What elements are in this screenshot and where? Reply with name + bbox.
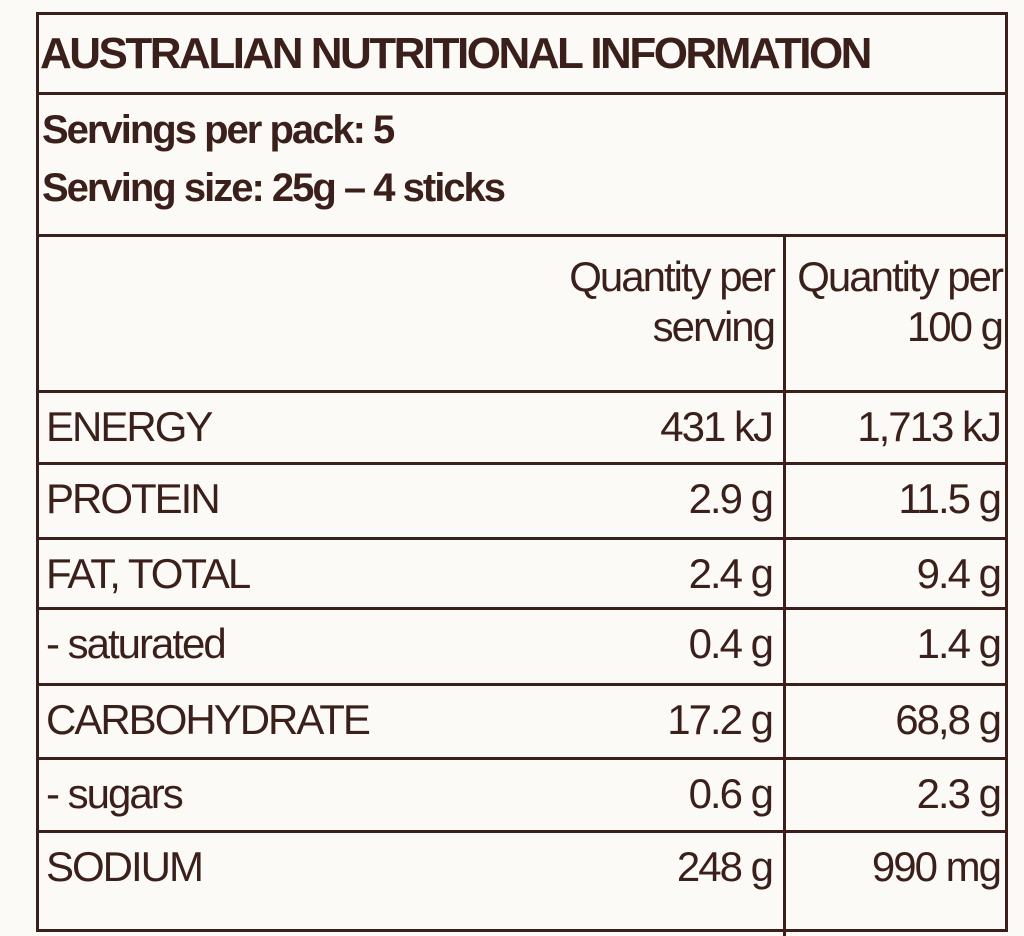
per-100g-value: 1,713 kJ (857, 403, 1002, 450)
column-header: Quantity per serving (569, 253, 776, 351)
per-serving-value: 0.6 g (688, 770, 774, 817)
per-100g-value: 1.4 g (916, 620, 1002, 667)
nutrient-name: ENERGY (46, 403, 213, 450)
title-divider (36, 92, 1008, 238)
title: AUSTRALIAN NUTRITIONAL INFORMATION (40, 29, 872, 78)
per-serving-value: 2.9 g (688, 475, 774, 522)
per-100g-value: 2.3 g (916, 770, 1002, 817)
per-serving-value: 431 kJ (660, 403, 774, 450)
servings-per-pack: Servings per pack: 5 (42, 108, 395, 152)
per-100g-value: 11.5 g (898, 475, 1002, 522)
per-serving-value: 17.2 g (667, 696, 774, 743)
nutrient-name: PROTEIN (46, 475, 221, 522)
row-divider (36, 757, 1008, 760)
nutrition-label: AUSTRALIAN NUTRITIONAL INFORMATION Servi… (36, 12, 1008, 936)
row-divider (36, 390, 1008, 393)
column-divider (783, 236, 786, 936)
serving-size: Serving size: 25g – 4 sticks (42, 166, 506, 210)
row-divider (36, 607, 1008, 610)
nutrient-name: - sugars (46, 770, 184, 817)
row-divider (36, 537, 1008, 540)
row-divider (36, 830, 1008, 833)
nutrient-name: CARBOHYDRATE (46, 696, 371, 743)
row-divider (36, 683, 1008, 686)
per-100g-value: 990 mg (871, 843, 1002, 890)
per-serving-value: 2.4 g (688, 550, 774, 597)
per-100g-value: 9.4 g (916, 550, 1002, 597)
nutrient-name: - saturated (46, 620, 227, 667)
per-serving-value: 0.4 g (688, 620, 774, 667)
nutrient-name: SODIUM (46, 843, 204, 890)
nutrient-name: FAT, TOTAL (46, 550, 251, 597)
per-serving-value: 248 g (676, 843, 774, 890)
servings-divider (36, 234, 1008, 238)
per-100g-value: 68,8 g (895, 696, 1002, 743)
row-divider (36, 462, 1008, 465)
column-header: Quantity per 100 g (797, 253, 1004, 351)
